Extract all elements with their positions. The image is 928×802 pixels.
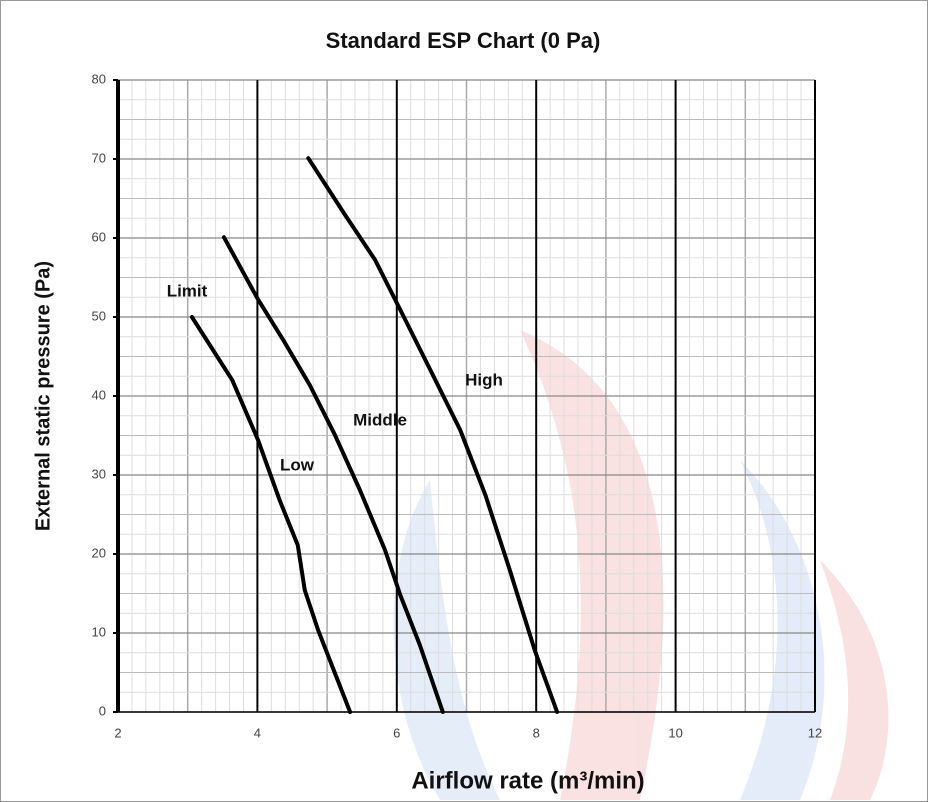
chart-title: Standard ESP Chart (0 Pa)	[326, 28, 601, 53]
x-tick-label: 6	[393, 725, 400, 740]
x-tick-label: 8	[533, 725, 540, 740]
y-tick-label: 60	[92, 229, 106, 244]
y-tick-label: 0	[99, 703, 106, 718]
y-tick-label: 30	[92, 466, 106, 481]
x-tick-label: 4	[254, 725, 261, 740]
grid	[113, 79, 816, 713]
y-tick-label: 80	[92, 71, 106, 86]
curve-label: Middle	[353, 410, 407, 429]
x-tick-label: 10	[668, 725, 682, 740]
y-axis-label: External static pressure (Pa)	[32, 261, 54, 531]
curve-label: Low	[280, 455, 315, 474]
x-tick-label: 2	[114, 725, 121, 740]
curve	[221, 235, 445, 714]
curve-label: High	[465, 370, 503, 389]
curve-label: Limit	[167, 281, 208, 300]
curve	[189, 315, 353, 714]
y-tick-label: 10	[92, 624, 106, 639]
x-axis-label: Airflow rate (m³/min)	[411, 767, 644, 794]
x-tick-label: 12	[808, 725, 822, 740]
plot	[189, 156, 560, 714]
y-tick-label: 50	[92, 308, 106, 323]
y-tick-label: 20	[92, 545, 106, 560]
y-tick-label: 70	[92, 150, 106, 165]
y-tick-label: 40	[92, 387, 106, 402]
curve	[306, 156, 560, 714]
